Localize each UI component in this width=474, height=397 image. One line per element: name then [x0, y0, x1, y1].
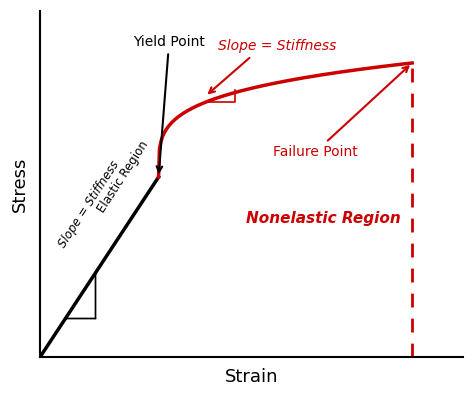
Text: Slope = Stiffness: Slope = Stiffness [56, 159, 122, 251]
Text: Nonelastic Region: Nonelastic Region [246, 211, 401, 226]
X-axis label: Strain: Strain [225, 368, 278, 386]
Text: Failure Point: Failure Point [273, 66, 409, 159]
Y-axis label: Stress: Stress [11, 156, 29, 212]
Text: Yield Point: Yield Point [133, 35, 205, 172]
Text: Slope = Stiffness: Slope = Stiffness [218, 39, 336, 53]
Text: Elastic Region: Elastic Region [95, 139, 151, 215]
